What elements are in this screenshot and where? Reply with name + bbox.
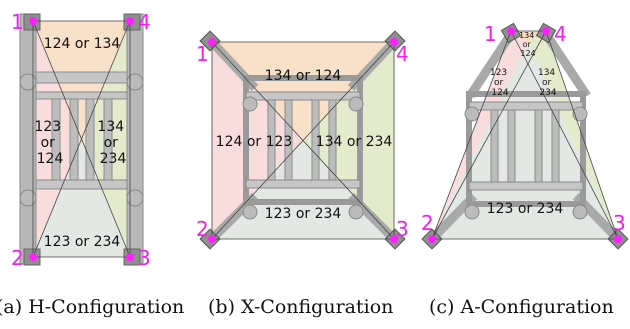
corner-label-3-h: 3 (138, 246, 151, 270)
corner-marker-2 (208, 235, 216, 243)
corner-label-2-h: 2 (11, 246, 24, 270)
corner-label-1-x: 1 (196, 42, 209, 66)
region-top-x (212, 42, 394, 140)
caption-a-configuration: (c) A-Configuration (429, 296, 614, 318)
panel-h-configuration: 124 or 134 123 or 124 134 or 234 123 or … (11, 10, 151, 270)
region-label-left-x: 124 or 123 (216, 134, 293, 150)
corner-marker-2 (428, 235, 436, 243)
region-label-right-a: 134 or 234 (538, 68, 558, 98)
corner-markers-a (428, 27, 622, 243)
corner-marker-3 (126, 253, 134, 261)
corner-label-3-x: 3 (396, 217, 409, 241)
corner-marker-1 (29, 17, 37, 25)
caption-h-configuration: (a) H-Configuration (0, 296, 185, 318)
corner-label-4-a: 4 (554, 22, 567, 46)
corner-marker-2 (29, 253, 37, 261)
corner-marker-3 (390, 235, 398, 243)
region-label-left-a: 123 or 124 (490, 68, 510, 98)
corner-label-4-h: 4 (138, 10, 151, 34)
corner-marker-4 (126, 17, 134, 25)
caption-x-configuration: (b) X-Configuration (208, 296, 394, 318)
robot-frame-a (421, 22, 629, 250)
region-bottom-h (33, 140, 130, 257)
corner-label-1-h: 1 (11, 10, 24, 34)
region-label-right-x: 134 or 234 (316, 134, 393, 150)
corner-marker-1 (208, 38, 216, 46)
corner-marker-1 (507, 27, 515, 35)
region-label-bottom-x: 123 or 234 (265, 206, 342, 222)
corner-label-4-x: 4 (396, 42, 409, 66)
region-bottom-x (212, 140, 394, 239)
corner-label-1-a: 1 (484, 22, 497, 46)
corner-marker-4 (390, 38, 398, 46)
region-right-a (528, 31, 618, 239)
corner-label-2-a: 2 (421, 211, 434, 235)
region-left-a (432, 31, 528, 239)
corner-marker-4 (542, 27, 550, 35)
panel-a-configuration: 134 or 124 123 or 124 134 or 234 123 or … (421, 22, 629, 250)
region-right-x (303, 42, 394, 239)
region-label-top-x: 134 or 124 (265, 68, 342, 84)
region-label-bottom-h: 123 or 234 (44, 234, 121, 250)
region-label-top-h: 124 or 134 (44, 36, 121, 52)
corner-markers-h (29, 17, 134, 261)
corner-marker-3 (614, 235, 622, 243)
region-label-left-h: 123 or 124 (34, 119, 65, 167)
corner-label-3-a: 3 (613, 211, 626, 235)
panel-x-configuration: 134 or 124 124 or 123 134 or 234 123 or … (196, 30, 409, 250)
region-label-top-a: 134 or 124 (519, 31, 537, 58)
region-label-bottom-a: 123 or 234 (487, 201, 564, 217)
corner-label-2-x: 2 (196, 217, 209, 241)
corner-markers-x (208, 38, 398, 243)
region-left-x (212, 42, 303, 239)
region-label-right-h: 134 or 234 (97, 119, 128, 167)
